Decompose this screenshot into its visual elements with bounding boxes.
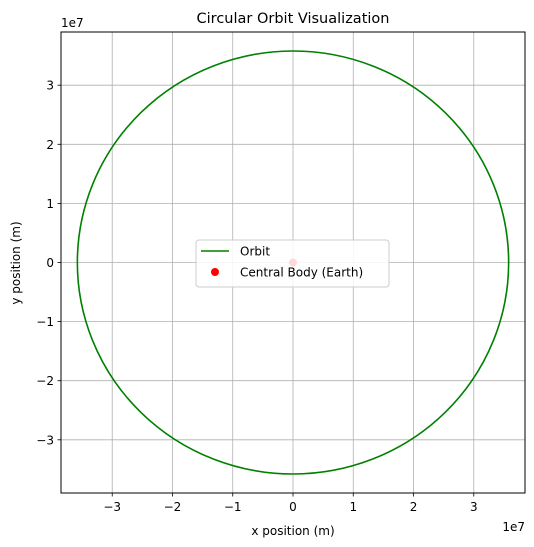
chart-title: Circular Orbit Visualization — [197, 11, 390, 27]
x-tick-label: −2 — [164, 500, 182, 514]
y-axis-label: y position (m) — [9, 221, 23, 304]
x-tick-label: −3 — [103, 500, 121, 514]
x-tick-label: 0 — [289, 500, 297, 514]
legend-orbit-label: Orbit — [240, 245, 270, 259]
x-axis-label: x position (m) — [251, 524, 334, 538]
y-tick-label: −2 — [36, 374, 54, 388]
y-tick-label: 0 — [46, 256, 54, 270]
y-tick-label: −3 — [36, 433, 54, 447]
orbit-line — [76, 50, 510, 475]
legend-frame — [195, 239, 390, 288]
x-tick-label: 2 — [410, 500, 418, 514]
y-offset-label: 1e7 — [61, 16, 84, 30]
axis-ticks: −3 −2 −1 0 1 2 3 −3 −2 −1 0 1 2 3 — [36, 79, 477, 514]
x-offset-label: 1e7 — [502, 520, 525, 534]
x-tick-label: 1 — [349, 500, 357, 514]
legend-earth-swatch — [211, 268, 219, 276]
y-tick-label: 2 — [46, 138, 54, 152]
legend: Orbit Central Body (Earth) — [195, 239, 390, 288]
y-tick-label: −1 — [36, 315, 54, 329]
x-tick-label: 3 — [470, 500, 478, 514]
legend-earth-label: Central Body (Earth) — [240, 266, 363, 280]
y-tick-label: 1 — [46, 197, 54, 211]
x-tick-label: −1 — [224, 500, 242, 514]
y-tick-label: 3 — [46, 79, 54, 93]
